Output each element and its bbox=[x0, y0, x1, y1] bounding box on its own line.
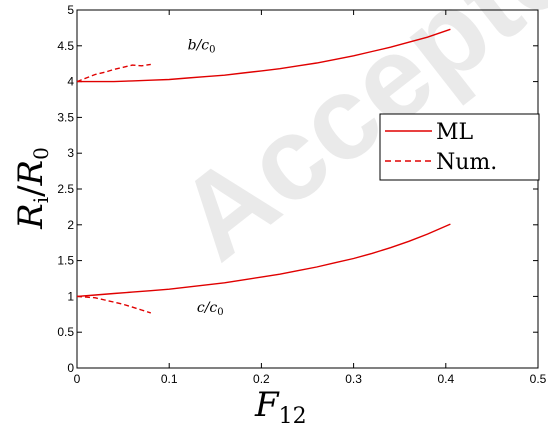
x-axis-title-main: F bbox=[254, 385, 280, 425]
y-tick-label: 1 bbox=[67, 289, 74, 303]
x-tick-label: 0.4 bbox=[437, 372, 454, 386]
y-axis-title-r2: R bbox=[11, 160, 51, 187]
y-tick-label: 5 bbox=[67, 3, 74, 17]
x-tick-label: 0.2 bbox=[253, 372, 270, 386]
y-tick-label: 3.5 bbox=[57, 110, 74, 124]
x-tick-label: 0.1 bbox=[161, 372, 178, 386]
x-tick-label: 0.5 bbox=[530, 372, 547, 386]
y-axis-title-slash: / bbox=[11, 185, 51, 197]
y-tick-label: 0.5 bbox=[57, 325, 74, 339]
y-axis-title-r1: R bbox=[11, 203, 51, 230]
series-line-ml-0 bbox=[77, 28, 451, 83]
series-line-num-3 bbox=[76, 295, 152, 314]
y-tick-label: 4 bbox=[67, 75, 74, 89]
y-axis-title-sub-0: 0 bbox=[29, 147, 53, 160]
x-tick-label: 0 bbox=[74, 372, 81, 386]
legend-items: ML Num. bbox=[385, 120, 497, 175]
axis-ticks: 0 0.1 0.2 0.3 0.4 0.5 0 0.5 1 1.5 2 2.5 3 3.5 4 4.5 5 bbox=[57, 3, 546, 386]
curve-annotation-1: c/c0 bbox=[197, 300, 224, 318]
legend-label: Num. bbox=[436, 150, 497, 175]
legend-box bbox=[379, 113, 540, 181]
annotations: b/c0 c/c0 bbox=[188, 37, 224, 318]
x-axis-title-subscript: 12 bbox=[279, 404, 307, 429]
y-tick-label: 4.5 bbox=[57, 39, 74, 53]
y-tick-label: 0 bbox=[67, 361, 74, 375]
curve-annotation-0: b/c0 bbox=[188, 37, 216, 55]
x-axis-title: F12 bbox=[254, 385, 307, 429]
y-axis-title: Ri/R0 bbox=[11, 147, 53, 230]
series-line-num-2 bbox=[76, 63, 151, 83]
legend: ML Num. bbox=[379, 113, 540, 181]
y-axis-title-sub-i: i bbox=[29, 197, 53, 203]
y-tick-label: 3 bbox=[67, 146, 74, 160]
legend-label: ML bbox=[436, 120, 474, 145]
y-tick-label: 2.5 bbox=[57, 182, 74, 196]
y-tick-label: 1.5 bbox=[57, 254, 74, 268]
x-tick-label: 0.3 bbox=[345, 372, 362, 386]
series-line-ml-1 bbox=[76, 223, 451, 298]
y-tick-label: 2 bbox=[67, 218, 74, 232]
series-layer bbox=[76, 28, 451, 314]
